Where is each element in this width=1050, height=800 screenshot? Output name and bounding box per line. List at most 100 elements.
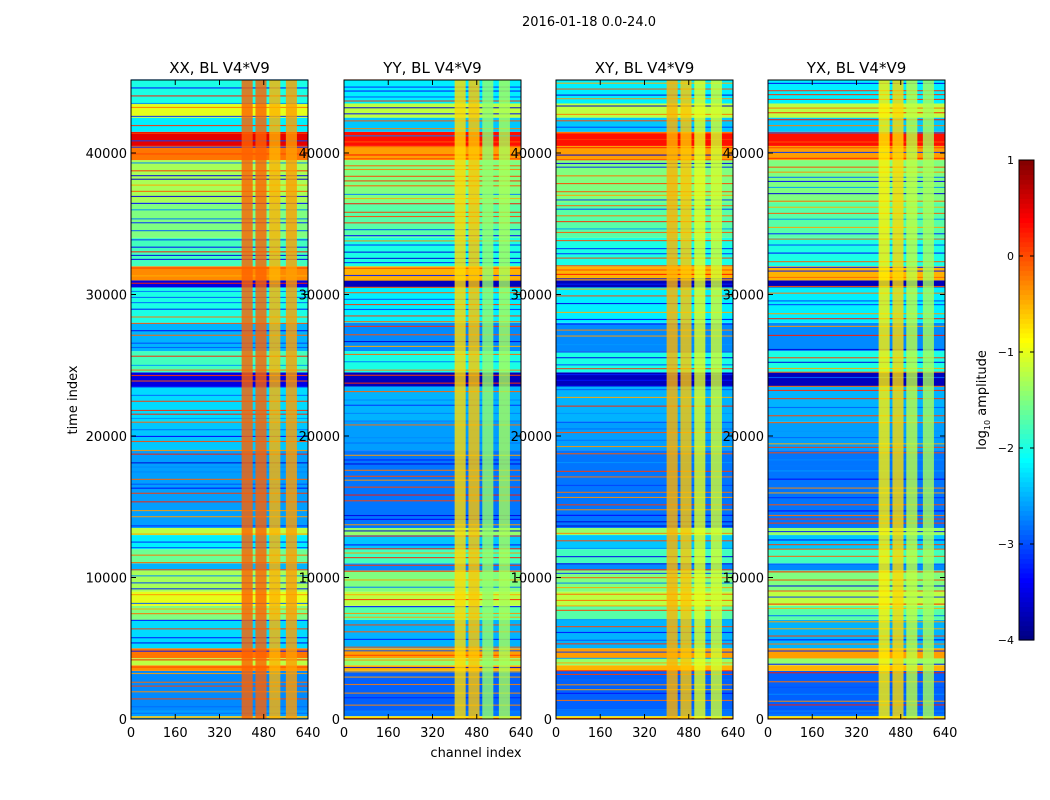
time-stripe	[556, 88, 733, 90]
time-stripe	[768, 389, 945, 392]
x-tick-label: 0	[127, 726, 135, 741]
time-stripe	[556, 166, 733, 168]
colorbar-segment	[1019, 385, 1034, 391]
time-stripe	[556, 618, 733, 621]
time-stripe	[556, 470, 733, 472]
colorbar-segment	[1019, 577, 1034, 583]
time-stripe	[131, 613, 308, 615]
time-band	[556, 287, 733, 323]
time-stripe	[556, 708, 733, 711]
time-stripe	[344, 215, 521, 218]
time-stripe	[768, 487, 945, 489]
time-stripe	[556, 221, 733, 223]
time-stripe	[556, 302, 733, 305]
time-stripe	[768, 112, 945, 114]
time-stripe	[556, 692, 733, 694]
time-stripe	[344, 90, 521, 92]
time-stripe	[556, 257, 733, 259]
colorbar-segment	[1019, 260, 1034, 267]
time-stripe	[344, 412, 521, 414]
time-stripe	[344, 606, 521, 608]
channel-band	[710, 80, 722, 719]
time-stripe	[556, 476, 733, 478]
time-band	[556, 160, 733, 203]
time-stripe	[768, 579, 945, 581]
time-band	[344, 280, 521, 288]
colorbar-segment	[1019, 251, 1034, 257]
time-band	[556, 450, 733, 528]
channel-band	[680, 80, 692, 719]
time-stripe	[556, 98, 733, 100]
y-tick-label: 10000	[511, 572, 552, 587]
colorbar-segment	[1019, 452, 1034, 459]
time-stripe	[768, 712, 945, 714]
colorbar-segment	[1019, 390, 1034, 396]
time-stripe	[556, 412, 733, 415]
time-band	[344, 421, 521, 451]
time-stripe	[344, 345, 521, 347]
colorbar-segment	[1019, 361, 1034, 367]
colorbar-segment	[1019, 299, 1034, 305]
time-stripe	[768, 514, 945, 517]
colorbar-segment	[1019, 174, 1034, 180]
time-stripe	[556, 191, 733, 193]
time-stripe	[344, 193, 521, 195]
channel-band	[922, 80, 934, 719]
time-stripe	[768, 166, 945, 168]
time-stripe	[344, 86, 521, 88]
colorbar-segment	[1019, 236, 1034, 243]
time-stripe	[556, 504, 733, 506]
time-stripe	[556, 626, 733, 628]
time-stripe	[768, 343, 945, 345]
time-stripe	[344, 146, 521, 148]
time-stripe	[131, 525, 308, 527]
time-stripe	[556, 699, 733, 702]
time-stripe	[768, 478, 945, 480]
time-stripe	[344, 128, 521, 130]
time-stripe	[556, 689, 733, 691]
time-band	[768, 103, 945, 118]
time-stripe	[131, 364, 308, 366]
time-stripe	[556, 329, 733, 331]
time-stripe	[344, 683, 521, 686]
time-stripe	[131, 308, 308, 310]
time-band	[556, 386, 733, 422]
time-stripe	[768, 470, 945, 472]
time-stripe	[344, 165, 521, 167]
colorbar-segment	[1019, 409, 1034, 415]
time-stripe	[556, 657, 733, 659]
colorbar-segment	[1019, 232, 1034, 238]
time-stripe	[344, 631, 521, 633]
colorbar-segment	[1019, 164, 1034, 171]
time-stripe	[556, 269, 733, 271]
time-stripe	[556, 582, 733, 584]
time-stripe	[344, 535, 521, 537]
time-stripe	[556, 670, 733, 672]
time-stripe	[556, 311, 733, 313]
colorbar-segment	[1019, 395, 1034, 401]
time-stripe	[768, 585, 945, 587]
time-stripe	[768, 348, 945, 351]
time-stripe	[131, 594, 308, 596]
panel-1: YY, BL V4*V9 0 160 320 480 640 0 10000 20000 3000…	[299, 59, 534, 741]
time-band	[556, 421, 733, 451]
time-stripe	[768, 238, 945, 240]
time-stripe	[768, 180, 945, 183]
time-stripe	[344, 463, 521, 465]
time-stripe	[344, 203, 521, 205]
x-axis-label: channel index	[430, 746, 521, 761]
panel-title: XX, BL V4*V9	[169, 59, 270, 77]
time-stripe	[131, 672, 308, 675]
time-band	[556, 117, 733, 132]
time-band	[768, 131, 945, 146]
colorbar-segment	[1019, 620, 1034, 627]
time-stripe	[556, 577, 733, 579]
y-tick-label: 30000	[86, 289, 127, 304]
time-stripe	[131, 582, 308, 584]
colorbar-segment	[1019, 419, 1034, 425]
panel-0: XX, BL V4*V9 0 160 320 480 640 0 10000 20000 3000…	[86, 59, 321, 741]
time-stripe	[768, 635, 945, 637]
time-stripe	[131, 666, 308, 668]
y-tick-label: 40000	[723, 147, 764, 162]
time-stripe	[131, 650, 308, 652]
